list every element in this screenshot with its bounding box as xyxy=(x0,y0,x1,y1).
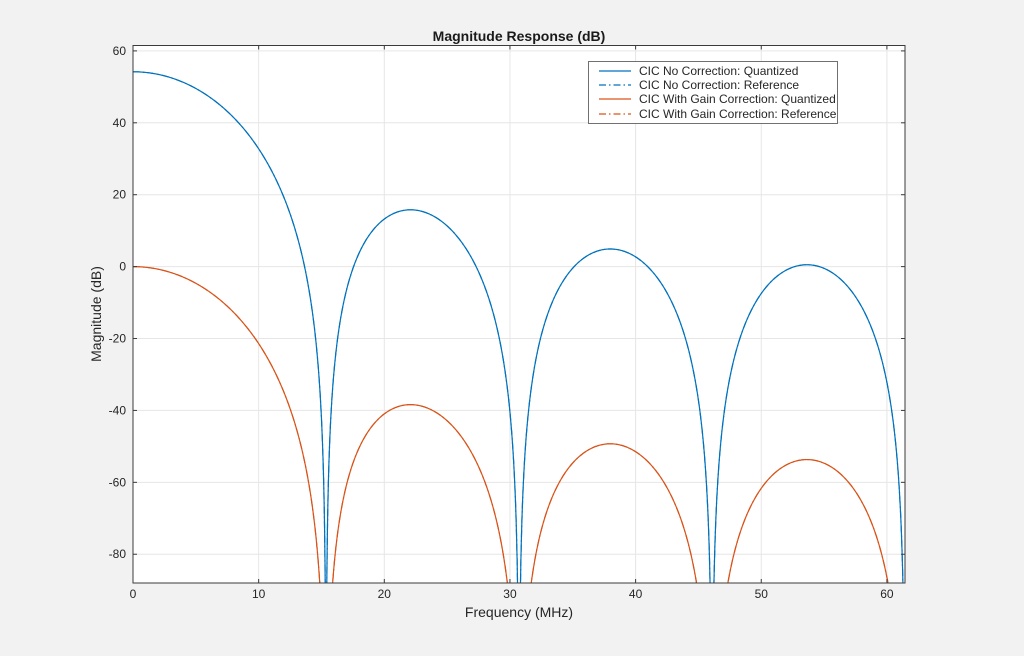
legend-item-cic-no-correction-reference[interactable]: CIC No Correction: Reference xyxy=(589,78,837,92)
y-tick-label: 20 xyxy=(113,188,127,202)
legend-item-cic-no-correction-quantized[interactable]: CIC No Correction: Quantized xyxy=(589,64,837,78)
legend-label: CIC With Gain Correction: Quantized xyxy=(639,92,836,107)
x-tick-label: 10 xyxy=(252,587,266,601)
y-tick-label: -40 xyxy=(109,403,127,417)
y-tick-label: 0 xyxy=(119,260,126,274)
y-tick-label: 40 xyxy=(113,116,127,130)
legend-line-dashdot-icon xyxy=(599,113,631,115)
legend-item-cic-gain-correction-reference[interactable]: CIC With Gain Correction: Reference xyxy=(589,107,837,121)
x-axis-label: Frequency (MHz) xyxy=(464,604,574,620)
chart-title: Magnitude Response (dB) xyxy=(432,28,606,44)
curve-cic-no-correction-quantized[interactable] xyxy=(133,71,905,656)
curve-cic-with-gain-correction-quantized[interactable] xyxy=(133,266,905,656)
plot-area xyxy=(133,45,905,583)
y-axis-label-text: Magnitude (dB) xyxy=(88,266,104,362)
y-tick-label: -80 xyxy=(109,547,127,561)
y-tick-label: -20 xyxy=(109,332,127,346)
legend[interactable]: CIC No Correction: Quantized CIC No Corr… xyxy=(588,61,838,124)
x-tick-label: 50 xyxy=(755,587,769,601)
legend-item-cic-gain-correction-quantized[interactable]: CIC With Gain Correction: Quantized xyxy=(589,92,837,106)
legend-line-solid-icon xyxy=(599,70,631,72)
y-tick-label: -60 xyxy=(109,475,127,489)
legend-label: CIC No Correction: Quantized xyxy=(639,64,799,79)
x-tick-label: 0 xyxy=(130,587,137,601)
x-tick-label: 20 xyxy=(378,587,392,601)
legend-label: CIC With Gain Correction: Reference xyxy=(639,106,837,121)
y-tick-label: 60 xyxy=(113,44,127,58)
legend-label: CIC No Correction: Reference xyxy=(639,78,800,93)
legend-line-solid-icon xyxy=(599,98,631,101)
legend-line-dashdot-icon xyxy=(599,84,631,86)
x-tick-label: 60 xyxy=(880,587,894,601)
x-tick-label: 30 xyxy=(503,587,517,601)
axes-box xyxy=(132,45,906,584)
x-tick-label: 40 xyxy=(629,587,643,601)
